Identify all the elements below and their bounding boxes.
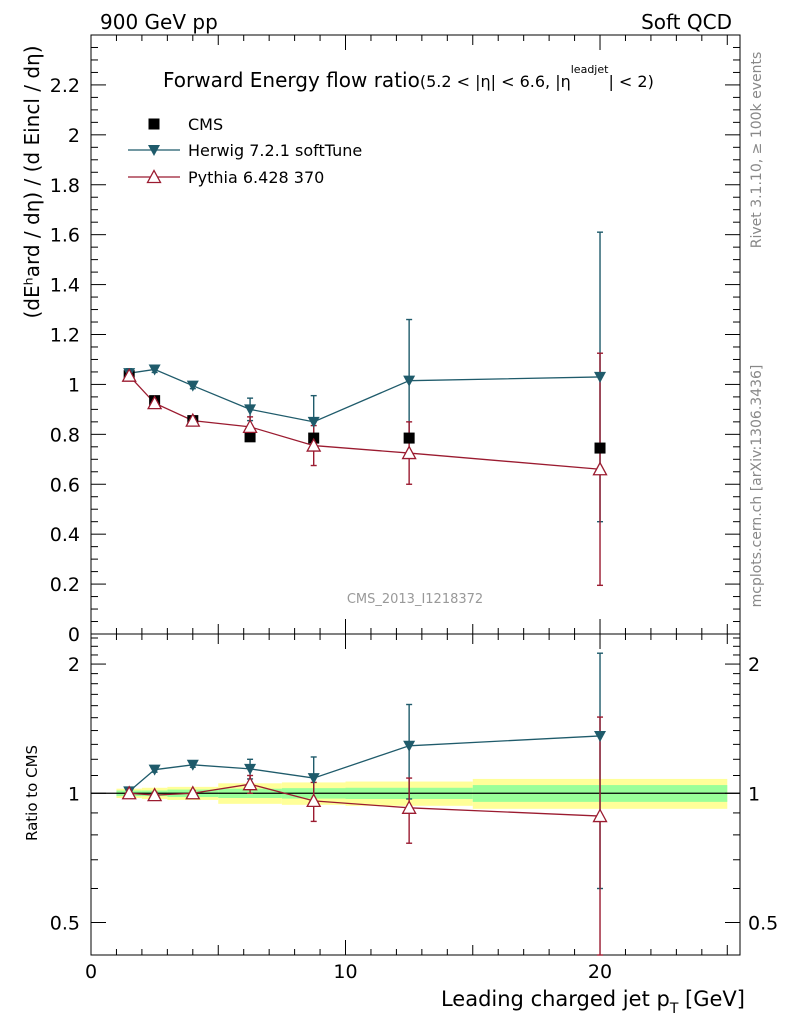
legend: CMS Herwig 7.2.1 softTune Pythia 6.428 370 bbox=[128, 115, 362, 187]
title-main: Forward Energy flow ratio bbox=[163, 68, 420, 92]
series-1-point-6 bbox=[594, 371, 607, 383]
legend-label-0: CMS bbox=[188, 115, 223, 134]
series-1-ratio-point-3 bbox=[244, 763, 257, 775]
side-rivet: Rivet 3.1.10, ≥ 100k events bbox=[749, 52, 765, 249]
series-0-point-3 bbox=[244, 431, 256, 443]
series-1-ratio-point-4 bbox=[307, 773, 320, 785]
x-axis-label-sub: T bbox=[669, 1001, 679, 1017]
series-2-point-1 bbox=[147, 395, 163, 410]
series-1-point-3 bbox=[244, 404, 257, 416]
header-left: 900 GeV pp bbox=[100, 10, 218, 34]
axes: 0 10 20 0 0.2 0.4 0.6 0.8 1 1.2 1.4 1.6 1.8 2 2.2 0.5 0.… bbox=[50, 34, 778, 983]
series-2-point-4 bbox=[306, 437, 322, 452]
series-2-ratio-point-6 bbox=[592, 808, 608, 823]
title-tail: | < 2) bbox=[608, 72, 653, 91]
y-tick-label: 1.8 bbox=[50, 175, 80, 197]
x-tick-label: 10 bbox=[333, 961, 357, 983]
series-1-line bbox=[129, 368, 601, 423]
ratio-y-axis-label: Ratio to CMS bbox=[23, 745, 41, 841]
legend-marker-2 bbox=[146, 169, 162, 184]
legend-marker-1 bbox=[148, 145, 160, 156]
x-axis-label-main: Leading charged jet p bbox=[441, 987, 670, 1011]
header-right: Soft QCD bbox=[641, 10, 732, 34]
series-2-ratio-point-3 bbox=[242, 776, 258, 791]
ratio-frame bbox=[90, 633, 741, 956]
ratio-tick-label-left: 2 bbox=[68, 654, 80, 676]
x-tick-label: 0 bbox=[85, 961, 97, 983]
y-tick-label: 0 bbox=[68, 624, 80, 646]
series-1-point-4 bbox=[307, 416, 320, 428]
series-2-ratio-point-2 bbox=[185, 785, 201, 800]
side-mcplots: mcplots.cern.ch [arXiv:1306.3436] bbox=[749, 365, 765, 608]
series-1-ratio-point-6 bbox=[594, 730, 607, 742]
series-2-point-2 bbox=[185, 412, 201, 427]
plot-title: Forward Energy flow ratio(5.2 < |η| < 6.… bbox=[163, 63, 654, 92]
series-2-point-6 bbox=[592, 461, 608, 476]
legend-marker-0 bbox=[148, 118, 160, 130]
x-axis-label-unit: [GeV] bbox=[678, 987, 745, 1011]
y-axis-label: (dEʰard / dη) / (d Eincl / dη) bbox=[20, 45, 44, 318]
series-1-ratio-point-5 bbox=[403, 740, 416, 752]
series-2-point-3 bbox=[242, 418, 258, 433]
series-1-point-5 bbox=[403, 375, 416, 387]
ratio-tick-label-right: 1 bbox=[748, 783, 760, 805]
title-sup: leadjet bbox=[571, 63, 609, 76]
y-tick-label: 2.2 bbox=[50, 75, 80, 97]
series-2-ratio-point-1 bbox=[147, 787, 163, 802]
data-series bbox=[121, 231, 608, 956]
legend-label-1: Herwig 7.2.1 softTune bbox=[188, 141, 362, 160]
x-axis-label: Leading charged jet pT [GeV] bbox=[441, 987, 745, 1017]
series-2-point-5 bbox=[401, 445, 417, 460]
series-2-line bbox=[128, 375, 601, 470]
y-tick-label: 1.2 bbox=[50, 325, 80, 347]
series-1-ratio-point-1 bbox=[148, 764, 161, 776]
y-tick-label: 0.6 bbox=[50, 474, 80, 496]
series-0-point-5 bbox=[403, 432, 415, 444]
series-2-ratio-point-5 bbox=[401, 799, 417, 814]
title-sub: (5.2 < |η| < 6.6, |η bbox=[420, 72, 571, 91]
y-tick-label: 1.4 bbox=[50, 275, 80, 297]
ratio-tick-label-right: 0.5 bbox=[748, 912, 778, 934]
x-tick-label: 20 bbox=[588, 961, 612, 983]
series-2-ratio-point-4 bbox=[306, 793, 322, 808]
series-2-ratio-point-0 bbox=[121, 785, 137, 800]
y-tick-label: 0.2 bbox=[50, 574, 80, 596]
y-tick-label: 1 bbox=[68, 374, 80, 396]
series-0-point-6 bbox=[594, 442, 606, 454]
legend-label-2: Pythia 6.428 370 bbox=[188, 168, 324, 187]
series-1-ratio-point-2 bbox=[186, 759, 199, 771]
ratio-tick-label-left: 1 bbox=[68, 783, 80, 805]
ratio-tick-label-right: 2 bbox=[748, 654, 760, 676]
y-tick-label: 2 bbox=[68, 125, 80, 147]
y-tick-label: 0.4 bbox=[50, 524, 80, 546]
watermark: CMS_2013_I1218372 bbox=[347, 592, 483, 607]
series-2-point-0 bbox=[121, 367, 137, 382]
y-tick-label: 1.6 bbox=[50, 225, 80, 247]
series-1-point-2 bbox=[186, 380, 199, 392]
series-1-point-1 bbox=[148, 364, 161, 376]
y-tick-label: 0.8 bbox=[50, 424, 80, 446]
ratio-tick-label-left: 0.5 bbox=[50, 912, 80, 934]
